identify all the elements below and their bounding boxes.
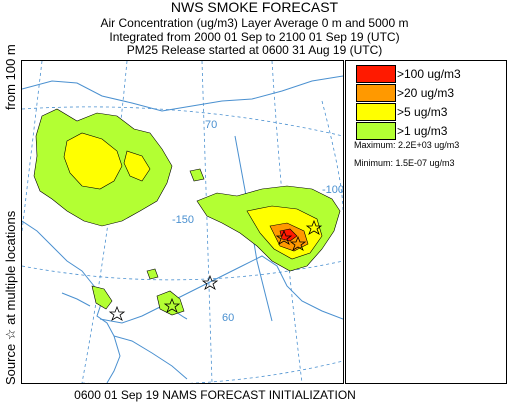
legend-swatch-20 [356,84,396,102]
source-star [275,229,293,245]
side-label-height: from 100 m [3,44,18,110]
legend-entry-100: >100 ug/m3 [356,65,461,83]
legend-entry-1: >1 ug/m3 [356,122,447,140]
smoke-plumes [33,108,341,316]
coast-islands [61,292,91,307]
graticule-lon-140 [201,61,213,383]
label-lon-m150: -150 [172,214,194,226]
legend-label-1: >1 ug/m3 [397,124,448,138]
graticule-lat-70 [22,106,343,137]
coastline [22,75,343,383]
legend-entry-5: >5 ug/m3 [356,103,447,121]
graticule-lat-60 [22,260,343,281]
plume-southwest-green [91,285,113,310]
source-star [289,235,307,251]
maximum-value: Maximum: 2.2E+03 ug/m3 [354,140,460,150]
legend-label-20: >20 ug/m3 [397,86,455,100]
source-star [201,274,219,290]
plume-scatter-2 [189,168,205,182]
subtitle-integration: Integrated from 2000 01 Sep to 2100 01 S… [109,30,400,44]
legend-swatch-5 [356,103,396,121]
label-lon-m100: -100 [322,184,343,196]
legend-entry-20: >20 ug/m3 [356,84,454,102]
plume-interior-yellow-2 [123,150,151,182]
map-panel: 70 -150 -100 60 [21,60,344,384]
legend-swatch-1 [356,122,396,140]
legend-panel: >100 ug/m3 >20 ug/m3 >5 ug/m3 >1 ug/m3 M… [345,60,507,384]
forecast-initialization: 0600 01 Sep 19 NAMS FORECAST INITIALIZAT… [74,388,356,402]
subtitle-concentration: Air Concentration (ug/m3) Layer Average … [100,16,409,30]
source-star [163,297,181,313]
smoke-map: 70 -150 -100 60 [22,61,343,383]
graticule-lon-160 [22,61,43,232]
legend-label-100: >100 ug/m3 [397,67,461,81]
source-markers [108,219,323,321]
coast-alaska-south [99,255,343,324]
coast-north [22,75,343,112]
side-label-source: Source ☆ at multiple locations [3,210,18,385]
subtitle-release: PM25 Release started at 0600 31 Aug 19 (… [126,43,383,57]
minimum-value: Minimum: 1.5E-07 ug/m3 [354,158,455,168]
graticule-lat-50 [82,360,343,383]
plume-scatter-1 [146,268,159,280]
legend-swatch-100 [356,65,396,83]
source-star [108,305,126,321]
legend-label-5: >5 ug/m3 [397,105,448,119]
graticule [22,61,343,383]
plume-interior-yellow [63,132,123,190]
source-star [305,219,323,235]
label-lat-60: 60 [222,312,234,324]
graticule-lon-150 [81,61,128,383]
coast-peninsula [113,335,188,380]
chart-title: NWS SMOKE FORECAST [170,0,339,15]
label-lat-70: 70 [205,119,217,131]
